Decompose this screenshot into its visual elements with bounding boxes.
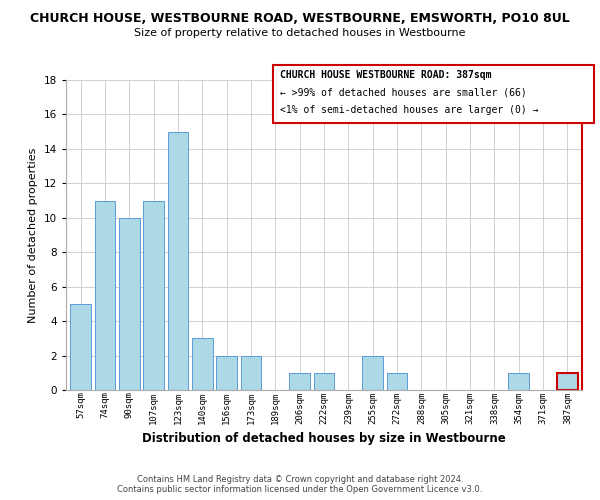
Bar bbox=[314, 373, 334, 390]
Text: ← >99% of detached houses are smaller (66): ← >99% of detached houses are smaller (6… bbox=[280, 88, 527, 98]
Text: CHURCH HOUSE WESTBOURNE ROAD: 387sqm: CHURCH HOUSE WESTBOURNE ROAD: 387sqm bbox=[280, 70, 492, 80]
Text: Contains HM Land Registry data © Crown copyright and database right 2024.: Contains HM Land Registry data © Crown c… bbox=[137, 475, 463, 484]
X-axis label: Distribution of detached houses by size in Westbourne: Distribution of detached houses by size … bbox=[142, 432, 506, 445]
Bar bbox=[289, 373, 310, 390]
Text: <1% of semi-detached houses are larger (0) →: <1% of semi-detached houses are larger (… bbox=[280, 105, 539, 115]
Bar bbox=[119, 218, 140, 390]
Bar bbox=[167, 132, 188, 390]
Bar bbox=[143, 200, 164, 390]
Bar bbox=[557, 373, 578, 390]
Bar bbox=[362, 356, 383, 390]
Bar bbox=[95, 200, 115, 390]
Bar bbox=[241, 356, 262, 390]
Bar bbox=[70, 304, 91, 390]
Y-axis label: Number of detached properties: Number of detached properties bbox=[28, 148, 38, 322]
Bar bbox=[192, 338, 212, 390]
Text: CHURCH HOUSE, WESTBOURNE ROAD, WESTBOURNE, EMSWORTH, PO10 8UL: CHURCH HOUSE, WESTBOURNE ROAD, WESTBOURN… bbox=[30, 12, 570, 26]
Text: Size of property relative to detached houses in Westbourne: Size of property relative to detached ho… bbox=[134, 28, 466, 38]
Bar bbox=[216, 356, 237, 390]
Text: Contains public sector information licensed under the Open Government Licence v3: Contains public sector information licen… bbox=[118, 485, 482, 494]
Bar bbox=[386, 373, 407, 390]
Bar bbox=[508, 373, 529, 390]
